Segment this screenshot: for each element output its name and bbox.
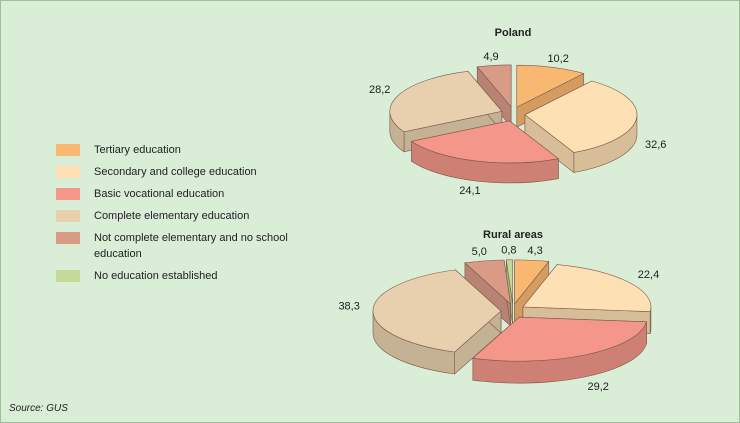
pie-title: Rural areas	[483, 229, 543, 241]
slice	[372, 269, 502, 375]
slice	[524, 80, 638, 174]
slice-top	[476, 64, 512, 108]
legend-swatch	[56, 232, 80, 244]
slice-top	[514, 259, 550, 305]
legend-label: Tertiary education	[94, 144, 181, 156]
source: Source: GUS	[9, 403, 68, 414]
legend-label: No education established	[94, 270, 218, 282]
legend-swatch	[56, 166, 80, 178]
slice	[505, 259, 513, 326]
data-label: 32,6	[645, 139, 666, 151]
data-label: 28,2	[369, 84, 390, 96]
data-label: 0,8	[501, 245, 516, 257]
slice-top	[389, 71, 503, 133]
data-label: 22,4	[638, 269, 659, 281]
legend-label: Not complete elementary and no school ed…	[94, 232, 288, 260]
data-label: 38,3	[338, 301, 359, 313]
slice-top	[464, 259, 511, 305]
slice-top	[522, 264, 652, 312]
legend-swatch	[56, 210, 80, 222]
data-label: 4,3	[527, 245, 542, 257]
pie-title: Poland	[495, 27, 532, 39]
legend-swatch	[56, 188, 80, 200]
slice-top	[524, 80, 638, 153]
slice-top	[505, 259, 513, 304]
legend-swatch	[56, 144, 80, 156]
legend-item: Basic vocational education	[56, 186, 316, 202]
slice-top	[372, 269, 502, 353]
legend-item: Secondary and college education	[56, 164, 316, 180]
data-label: 10,2	[547, 53, 568, 65]
legend-label: Secondary and college education	[94, 166, 257, 178]
slice	[472, 316, 647, 384]
data-label: 24,1	[459, 185, 480, 197]
legend-label: Complete elementary education	[94, 210, 250, 222]
legend-item: No education established	[56, 268, 316, 284]
slice	[410, 120, 560, 184]
legend-item: Complete elementary education	[56, 208, 316, 224]
legend-item: Tertiary education	[56, 142, 316, 158]
legend: Tertiary education Secondary and college …	[56, 142, 316, 290]
slice-top	[472, 316, 647, 362]
legend-item: Not complete elementary and no school ed…	[56, 230, 316, 262]
data-label: 4,9	[483, 51, 498, 63]
slice-top	[410, 120, 560, 164]
legend-swatch	[56, 270, 80, 282]
data-label: 5,0	[472, 246, 487, 258]
slice-top	[516, 64, 585, 108]
data-label: 29,2	[587, 381, 608, 393]
legend-label: Basic vocational education	[94, 188, 225, 200]
